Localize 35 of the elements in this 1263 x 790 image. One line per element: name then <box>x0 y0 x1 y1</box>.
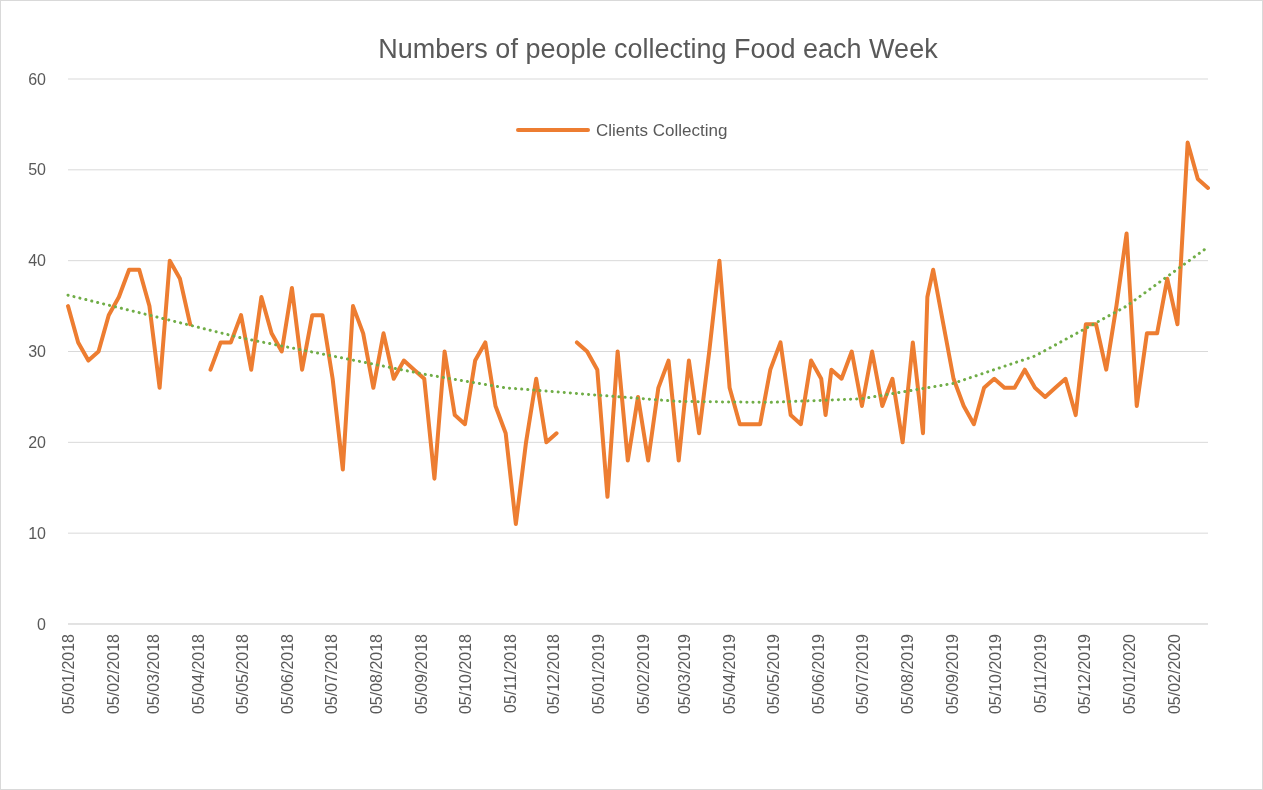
y-tick-label: 0 <box>37 615 47 633</box>
x-tick-label: 05/07/2019 <box>853 633 871 715</box>
x-tick-label: 05/08/2018 <box>367 633 385 715</box>
x-tick-label: 05/06/2018 <box>279 633 297 715</box>
x-tick-label: 05/09/2018 <box>412 633 430 715</box>
y-tick-label: 20 <box>28 433 47 451</box>
x-tick-label: 05/10/2018 <box>456 633 474 715</box>
x-tick-label: 05/02/2020 <box>1166 633 1184 715</box>
y-tick-label: 10 <box>28 524 47 542</box>
x-tick-label: 05/08/2019 <box>898 633 916 715</box>
x-tick-label: 05/05/2019 <box>764 633 782 715</box>
chart-title: Numbers of people collecting Food each Week <box>378 34 939 64</box>
x-tick-label: 05/01/2020 <box>1121 633 1139 715</box>
x-tick-label: 05/11/2018 <box>501 633 519 713</box>
legend-label: Clients Collecting <box>596 120 728 140</box>
x-tick-label: 05/04/2019 <box>721 633 739 715</box>
x-tick-label: 05/12/2018 <box>545 633 563 715</box>
x-tick-label: 05/03/2019 <box>676 633 694 715</box>
x-tick-label: 05/10/2019 <box>987 633 1005 715</box>
y-tick-label: 40 <box>28 252 47 270</box>
x-tick-label: 05/02/2019 <box>635 633 653 715</box>
y-tick-label: 30 <box>28 343 47 361</box>
x-tick-label: 05/06/2019 <box>809 633 827 715</box>
x-tick-label: 05/01/2019 <box>590 633 608 715</box>
y-tick-label: 60 <box>28 70 47 88</box>
x-tick-label: 05/03/2018 <box>145 633 163 715</box>
x-tick-label: 05/04/2018 <box>190 633 208 715</box>
x-tick-label: 05/05/2018 <box>234 633 252 715</box>
x-tick-label: 05/07/2018 <box>322 633 340 715</box>
x-tick-label: 05/02/2018 <box>104 633 122 715</box>
x-tick-label: 05/09/2019 <box>943 633 961 715</box>
x-tick-label: 05/01/2018 <box>59 633 77 715</box>
y-tick-label: 50 <box>28 161 47 179</box>
x-tick-label: 05/11/2019 <box>1032 633 1050 713</box>
x-tick-label: 05/12/2019 <box>1076 633 1093 715</box>
